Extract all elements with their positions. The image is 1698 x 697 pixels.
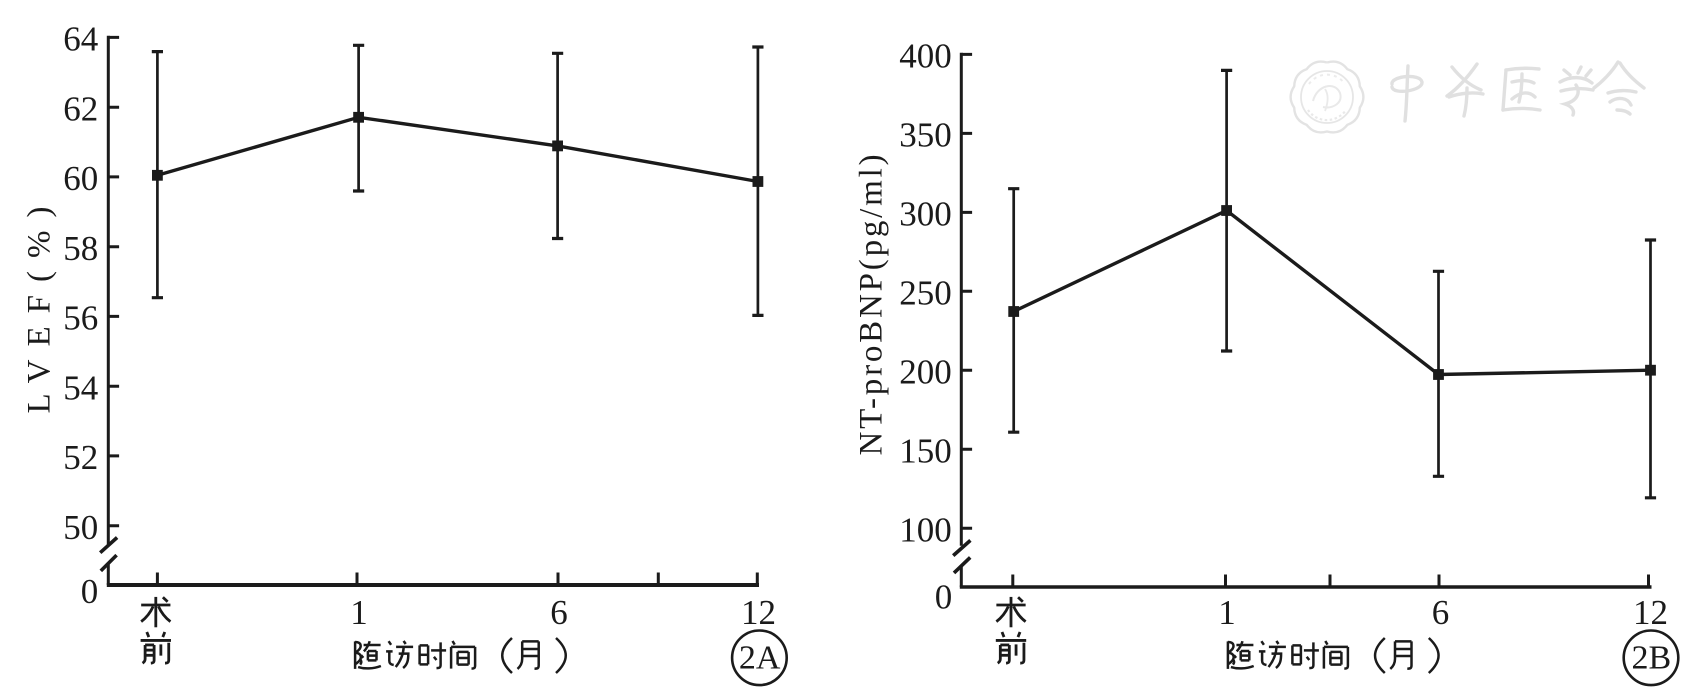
svg-text:LVEF(%): LVEF(%): [22, 194, 58, 414]
svg-text:400: 400: [899, 37, 952, 76]
svg-text:52: 52: [63, 438, 98, 477]
svg-text:1: 1: [1218, 593, 1236, 632]
svg-text:100: 100: [899, 510, 952, 549]
svg-text:6: 6: [550, 593, 568, 632]
svg-text:350: 350: [899, 116, 952, 155]
svg-text:1: 1: [350, 593, 368, 632]
svg-text:12: 12: [741, 593, 776, 632]
svg-text:50: 50: [63, 508, 98, 547]
svg-text:200: 200: [899, 352, 952, 391]
svg-text:62: 62: [63, 89, 98, 128]
svg-text:2A: 2A: [739, 640, 781, 677]
svg-text:250: 250: [899, 273, 952, 312]
svg-text:58: 58: [63, 229, 98, 268]
svg-text:56: 56: [63, 299, 98, 338]
svg-text:12: 12: [1633, 593, 1668, 632]
svg-text:54: 54: [63, 368, 98, 407]
svg-text:0: 0: [935, 577, 953, 616]
svg-text:150: 150: [899, 431, 952, 470]
svg-text:64: 64: [63, 20, 98, 59]
svg-text:60: 60: [63, 159, 98, 198]
svg-text:0: 0: [81, 572, 99, 611]
svg-text:2B: 2B: [1631, 640, 1671, 677]
svg-text:NT-proBNP(pg/ml): NT-proBNP(pg/ml): [854, 152, 890, 456]
svg-text:300: 300: [899, 195, 952, 234]
svg-text:6: 6: [1432, 593, 1450, 632]
